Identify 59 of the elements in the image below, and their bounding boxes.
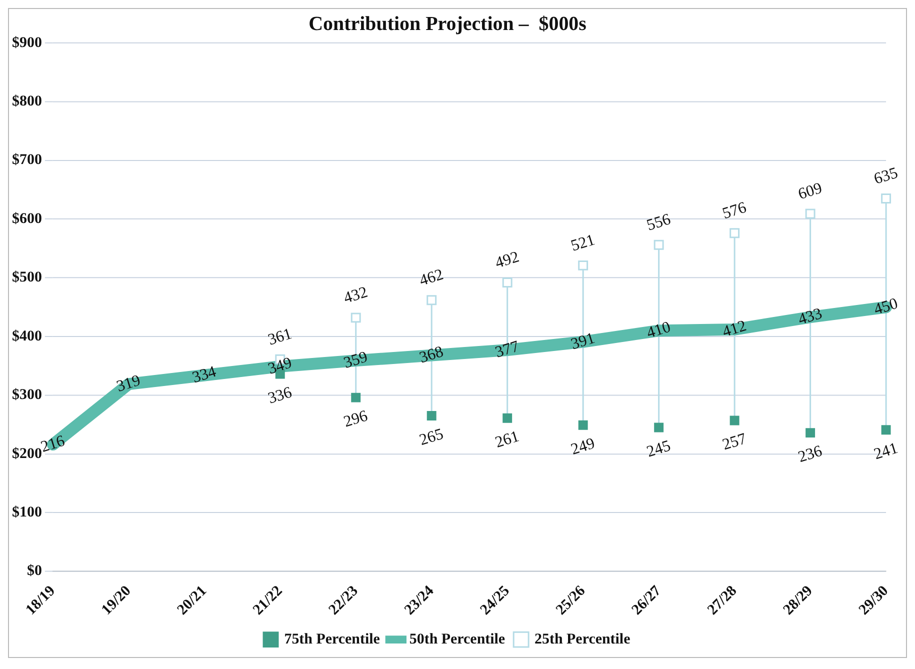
- legend-label: 75th Percentile: [284, 631, 380, 648]
- data-label: 319: [114, 372, 143, 396]
- point: [426, 411, 436, 420]
- data-label: 236: [796, 442, 824, 466]
- point: [502, 413, 512, 423]
- data-label: 450: [872, 295, 900, 318]
- y-tick-label: $700: [12, 152, 42, 168]
- data-label: 576: [720, 199, 748, 223]
- point: [730, 228, 740, 238]
- y-tick-label: $0: [26, 563, 42, 580]
- data-label: 521: [569, 232, 597, 255]
- point: [881, 425, 891, 435]
- y-tick-label: $200: [12, 446, 42, 462]
- chart-title: Contribution Projection – $000s: [308, 13, 587, 36]
- data-label: 412: [720, 318, 748, 341]
- data-label: 361: [266, 326, 294, 349]
- y-tick-label: $500: [12, 270, 42, 286]
- data-label: 359: [342, 348, 370, 372]
- point: [881, 194, 892, 204]
- data-label: 462: [418, 266, 446, 290]
- point: [654, 240, 664, 250]
- legend-label: 50th Percentile: [409, 631, 506, 648]
- data-label: 492: [493, 248, 522, 272]
- data-label: 635: [872, 164, 900, 188]
- data-label: 609: [796, 180, 824, 204]
- y-tick-label: $300: [12, 387, 42, 404]
- data-label: 336: [266, 384, 294, 408]
- data-label: 368: [418, 343, 446, 367]
- point: [350, 312, 361, 323]
- data-label: 349: [266, 354, 294, 378]
- data-label: 245: [644, 437, 673, 461]
- point: [426, 295, 437, 306]
- point: [654, 422, 664, 432]
- data-label: 249: [569, 435, 597, 458]
- point: [805, 208, 816, 219]
- point: [502, 277, 512, 288]
- data-label: 432: [342, 284, 370, 308]
- y-tick-label: $100: [12, 504, 42, 521]
- data-label: 391: [569, 330, 597, 354]
- data-label: 261: [493, 428, 522, 452]
- point: [806, 428, 816, 438]
- point: [578, 420, 588, 430]
- point: [578, 260, 588, 270]
- data-label: 334: [190, 363, 218, 387]
- data-label: 556: [644, 211, 673, 234]
- data-label: 410: [644, 318, 673, 342]
- y-tick-label: $800: [12, 93, 42, 110]
- data-label: 296: [342, 408, 370, 431]
- y-tick-label: $400: [12, 328, 42, 344]
- data-label: 241: [872, 440, 900, 464]
- data-label: 377: [493, 338, 522, 362]
- legend-label: 25th Percentile: [534, 631, 631, 648]
- y-tick-label: $600: [12, 210, 42, 227]
- data-label: 265: [418, 426, 446, 450]
- y-tick-label: $900: [12, 34, 42, 51]
- data-label: 433: [796, 305, 824, 328]
- point: [730, 416, 740, 426]
- point: [351, 392, 361, 402]
- data-label: 257: [720, 430, 748, 454]
